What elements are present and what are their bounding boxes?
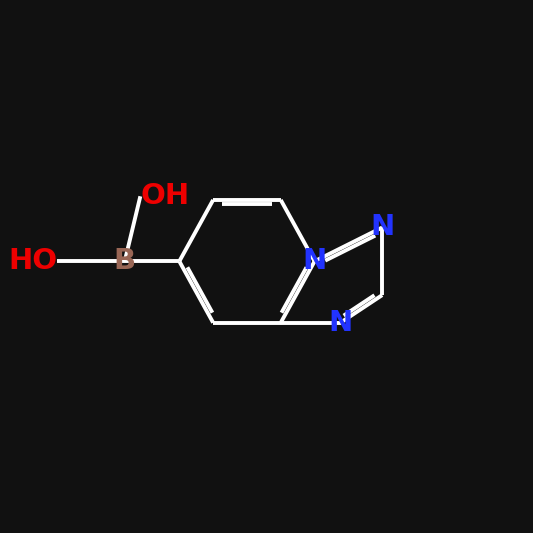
Text: OH: OH: [140, 182, 189, 211]
Text: N: N: [302, 247, 327, 276]
Text: N: N: [328, 309, 353, 337]
Text: HO: HO: [8, 247, 57, 276]
Text: N: N: [370, 214, 394, 241]
Text: B: B: [114, 247, 136, 276]
